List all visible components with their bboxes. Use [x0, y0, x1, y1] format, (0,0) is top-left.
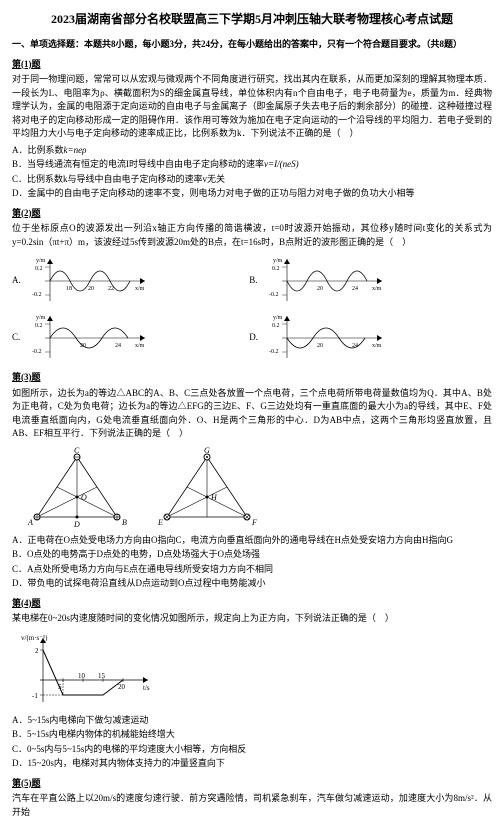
- svg-text:x/m: x/m: [372, 286, 382, 292]
- q1-optB: B．当导线通流有恒定的电流I时导线中自由电子定向移动的速率v=I/(neS): [12, 158, 492, 172]
- q5-stem: 汽车在平直公路上以20m/s的速度匀速行驶．前方突遇险情，司机紧急刹车，汽车做匀…: [12, 792, 492, 819]
- q4-optB: B．5~15s内电梯内物体的机械能始终增大: [12, 728, 492, 742]
- svg-text:y/m: y/m: [36, 258, 46, 264]
- svg-text:-0.2: -0.2: [32, 349, 42, 355]
- svg-text:-1: -1: [32, 692, 38, 700]
- q3-optC: C．A点处所受电场力方向与E点在通电导线所受安培力方向不相同: [12, 563, 492, 577]
- wave-chart-b: y/m x/m 0.2 -0.2 20 24: [267, 253, 387, 308]
- q3-optA: A．正电荷在O点处受电场力方向由O指向C，电流方向垂直纸面向外的通电导线在H点处…: [12, 534, 492, 548]
- svg-text:t/s: t/s: [143, 684, 150, 692]
- page-title: 2023届湖南省部分名校联盟高三下学期5月冲刺压轴大联考物理核心考点试题: [12, 10, 492, 28]
- q2-letter-b: B.: [249, 274, 267, 288]
- svg-text:0.2: 0.2: [35, 323, 43, 329]
- q2-letter-d: D.: [249, 331, 267, 345]
- q1-optC: C．比例系数k与导线中自由电子定向移动的速率v无关: [12, 173, 492, 187]
- svg-text:24: 24: [115, 343, 121, 349]
- svg-text:0.2: 0.2: [272, 323, 280, 329]
- svg-text:x/m: x/m: [135, 343, 145, 349]
- q1-label: 第(1)题: [12, 58, 492, 72]
- svg-text:E: E: [157, 518, 163, 527]
- q1-stem: 对于同一物理问题，常常可以从宏观与微观两个不同角度进行研究，找出其内在联系，从而…: [12, 73, 492, 141]
- svg-text:15: 15: [98, 672, 106, 680]
- svg-text:D: D: [73, 520, 80, 529]
- q3-options: A．正电荷在O点处受电场力方向由O指向C，电流方向垂直纸面向外的通电导线在H点处…: [12, 534, 492, 591]
- svg-text:-0.2: -0.2: [269, 349, 279, 355]
- svg-text:O: O: [81, 493, 87, 502]
- q3-stem: 如图所示，边长为a的等边△ABC的A、B、C三点处各放置一个点电荷，三个点电荷所…: [12, 387, 492, 441]
- svg-text:y/m: y/m: [273, 315, 283, 321]
- q4-optC: C．0~5s内与5~15s内的电梯的平均速度大小相等，方向相反: [12, 743, 492, 757]
- svg-text:10: 10: [78, 672, 86, 680]
- q4-optA: A．5~15s内电梯向下做匀减速运动: [12, 714, 492, 728]
- svg-text:-0.2: -0.2: [32, 292, 42, 298]
- triangle-efg: G E F H: [152, 445, 262, 530]
- svg-text:x/m: x/m: [372, 343, 382, 349]
- svg-text:20: 20: [88, 286, 94, 292]
- q3-optD: D．带负电的试探电荷沿直线从D点运动到O点过程中电势能减小: [12, 577, 492, 591]
- q2-stem: 位于坐标原点O的波源发出一列沿x轴正方向传播的简谐横波，t=0时波源开始振动，其…: [12, 222, 492, 249]
- svg-text:0.2: 0.2: [272, 266, 280, 272]
- wave-chart-c: y/m x/m 0.2 -0.2 20 24: [30, 310, 150, 365]
- svg-text:G: G: [204, 446, 210, 455]
- svg-text:-0.2: -0.2: [269, 292, 279, 298]
- svg-text:v/(m·s⁻¹): v/(m·s⁻¹): [21, 634, 48, 642]
- vt-graph: v/(m·s⁻¹) t/s 2 -1 5 10 15 20: [18, 630, 158, 710]
- q4-options: A．5~15s内电梯向下做匀减速运动 B．5~15s内电梯内物体的机械能始终增大…: [12, 714, 492, 771]
- q2-letter-c: C.: [12, 331, 30, 345]
- q4-stem: 某电梯在0~20s内速度随时间的变化情况如图所示，规定向上为正方向，下列说法正确…: [12, 612, 492, 626]
- svg-text:H: H: [210, 493, 218, 502]
- wave-chart-d: y/m x/m 0.2 -0.2 20 24: [267, 310, 387, 365]
- q1-optA: A．比例系数k=neρ: [12, 144, 492, 158]
- q2-letter-a: A.: [12, 274, 30, 288]
- svg-text:2: 2: [35, 647, 39, 655]
- svg-text:y/m: y/m: [273, 258, 283, 264]
- q3-figures: C A B O D G E F H: [22, 445, 492, 530]
- svg-text:C: C: [74, 446, 80, 455]
- q5-label: 第(5)题: [12, 777, 492, 791]
- svg-text:A: A: [27, 518, 33, 527]
- q3-label: 第(3)题: [12, 371, 492, 385]
- q2-charts: A. y/m x/m 0.2 -0.2 18 20 22 B.: [12, 253, 492, 365]
- q3-optB: B．O点处的电势高于D点处的电势，D点处场强大于O点处场强: [12, 548, 492, 562]
- svg-text:24: 24: [352, 286, 358, 292]
- svg-text:20: 20: [317, 343, 323, 349]
- svg-text:F: F: [251, 518, 257, 527]
- svg-text:B: B: [122, 518, 127, 527]
- q1-optD: D．金属中的自由电子定向移动的速率不变，则电场力对电子做的正功与阻力对电子做的负…: [12, 187, 492, 201]
- svg-text:0.2: 0.2: [35, 266, 43, 272]
- q4-optD: D．15~20s内，电梯对其内物体支持力的冲量竖直向下: [12, 757, 492, 771]
- section-head: 一、单项选择题：本题共8小题，每小题3分，共24分，在每小题给出的答案中，只有一…: [12, 38, 492, 52]
- svg-text:x/m: x/m: [135, 286, 145, 292]
- wave-chart-a: y/m x/m 0.2 -0.2 18 20 22: [30, 253, 150, 308]
- q1-options: A．比例系数k=neρ B．当导线通流有恒定的电流I时导线中自由电子定向移动的速…: [12, 144, 492, 201]
- q4-label: 第(4)题: [12, 597, 492, 611]
- svg-text:20: 20: [317, 286, 323, 292]
- triangle-abc: C A B O D: [22, 445, 132, 530]
- svg-text:20: 20: [118, 683, 126, 691]
- svg-text:18: 18: [66, 286, 72, 292]
- q2-label: 第(2)题: [12, 207, 492, 221]
- svg-text:y/m: y/m: [36, 315, 46, 321]
